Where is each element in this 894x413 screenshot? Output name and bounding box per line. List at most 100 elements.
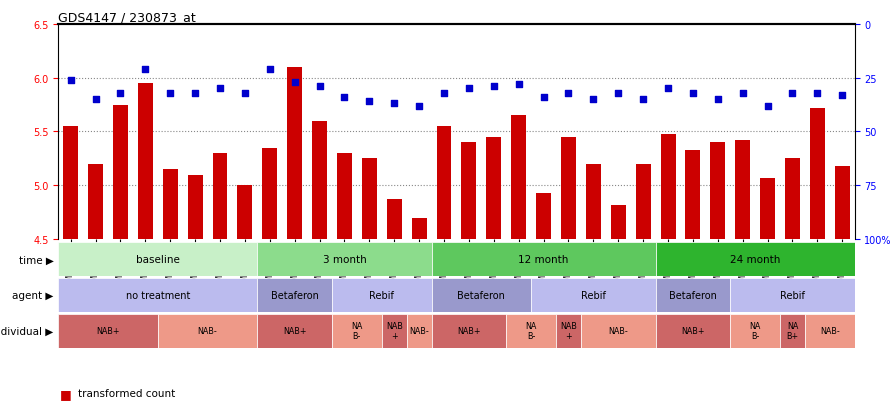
Text: NAB-: NAB- — [198, 326, 217, 335]
Text: ■: ■ — [60, 411, 72, 413]
Bar — [780, 314, 804, 348]
Bar — [431, 278, 530, 312]
Bar — [555, 314, 580, 348]
Text: NAB
+: NAB + — [560, 321, 577, 340]
Point — [362, 99, 376, 105]
Bar — [58, 314, 157, 348]
Text: agent ▶: agent ▶ — [13, 290, 54, 300]
Bar — [431, 243, 654, 277]
Bar — [530, 278, 654, 312]
Text: Betaferon: Betaferon — [270, 290, 318, 300]
Bar — [654, 314, 730, 348]
Text: NAB+: NAB+ — [457, 326, 480, 335]
Point — [586, 97, 600, 103]
Bar — [188, 175, 202, 240]
Bar — [580, 314, 654, 348]
Point — [735, 90, 749, 97]
Bar — [660, 134, 675, 240]
Text: ■: ■ — [60, 387, 72, 400]
Point — [312, 84, 326, 90]
Text: GDS4147 / 230873_at: GDS4147 / 230873_at — [58, 11, 196, 24]
Text: NA
B-: NA B- — [748, 321, 760, 340]
Bar — [382, 314, 406, 348]
Bar — [332, 278, 431, 312]
Point — [188, 90, 202, 97]
Bar — [237, 186, 252, 240]
Text: transformed count: transformed count — [78, 388, 175, 398]
Point — [114, 90, 128, 97]
Text: NAB-: NAB- — [819, 326, 839, 335]
Text: time ▶: time ▶ — [19, 255, 54, 265]
Point — [238, 90, 252, 97]
Point — [611, 90, 625, 97]
Text: NAB-: NAB- — [608, 326, 628, 335]
Point — [163, 90, 177, 97]
Point — [287, 79, 301, 86]
Point — [660, 86, 674, 93]
Bar — [784, 159, 799, 240]
Text: 12 month: 12 month — [518, 255, 568, 265]
Text: Rebif: Rebif — [369, 290, 393, 300]
Point — [486, 84, 501, 90]
Bar — [730, 278, 854, 312]
Bar — [386, 200, 401, 240]
Bar — [654, 243, 854, 277]
Bar — [635, 164, 650, 240]
Point — [436, 90, 451, 97]
Text: NAB
+: NAB + — [385, 321, 402, 340]
Text: NAB-: NAB- — [409, 326, 428, 335]
Bar — [312, 121, 326, 240]
Bar — [58, 243, 257, 277]
Bar — [734, 141, 749, 240]
Bar — [332, 314, 382, 348]
Point — [138, 66, 152, 73]
Bar — [834, 166, 848, 240]
Bar — [685, 150, 700, 240]
Bar — [262, 148, 277, 240]
Point — [834, 93, 848, 99]
Text: no treatment: no treatment — [125, 290, 190, 300]
Text: baseline: baseline — [136, 255, 180, 265]
Point — [89, 97, 103, 103]
Bar — [113, 105, 128, 240]
Bar — [804, 314, 854, 348]
Bar — [63, 127, 78, 240]
Point — [511, 82, 526, 88]
Bar — [138, 84, 153, 240]
Point — [561, 90, 575, 97]
Bar — [759, 178, 774, 240]
Text: Rebif: Rebif — [580, 290, 605, 300]
Text: NA
B+: NA B+ — [786, 321, 797, 340]
Text: NA
B-: NA B- — [525, 321, 536, 340]
Bar — [257, 243, 431, 277]
Bar — [436, 127, 451, 240]
Text: 24 month: 24 month — [730, 255, 780, 265]
Bar — [536, 193, 551, 240]
Bar — [654, 278, 730, 312]
Text: 3 month: 3 month — [322, 255, 366, 265]
Text: Rebif: Rebif — [780, 290, 804, 300]
Point — [760, 103, 774, 110]
Bar — [88, 164, 103, 240]
Point — [262, 66, 276, 73]
Bar — [485, 138, 501, 240]
Bar — [510, 116, 526, 240]
Bar — [336, 154, 351, 240]
Bar — [212, 154, 227, 240]
Text: NAB+: NAB+ — [96, 326, 120, 335]
Bar — [610, 205, 625, 240]
Bar — [58, 278, 257, 312]
Text: individual ▶: individual ▶ — [0, 326, 54, 336]
Point — [411, 103, 426, 110]
Bar — [809, 109, 824, 240]
Bar — [361, 159, 376, 240]
Point — [809, 90, 823, 97]
Bar — [561, 138, 576, 240]
Point — [536, 95, 550, 101]
Text: NA
B-: NA B- — [350, 321, 362, 340]
Text: NAB+: NAB+ — [283, 326, 306, 335]
Bar — [411, 218, 426, 240]
Point — [710, 97, 724, 103]
Bar — [710, 143, 724, 240]
Point — [784, 90, 798, 97]
